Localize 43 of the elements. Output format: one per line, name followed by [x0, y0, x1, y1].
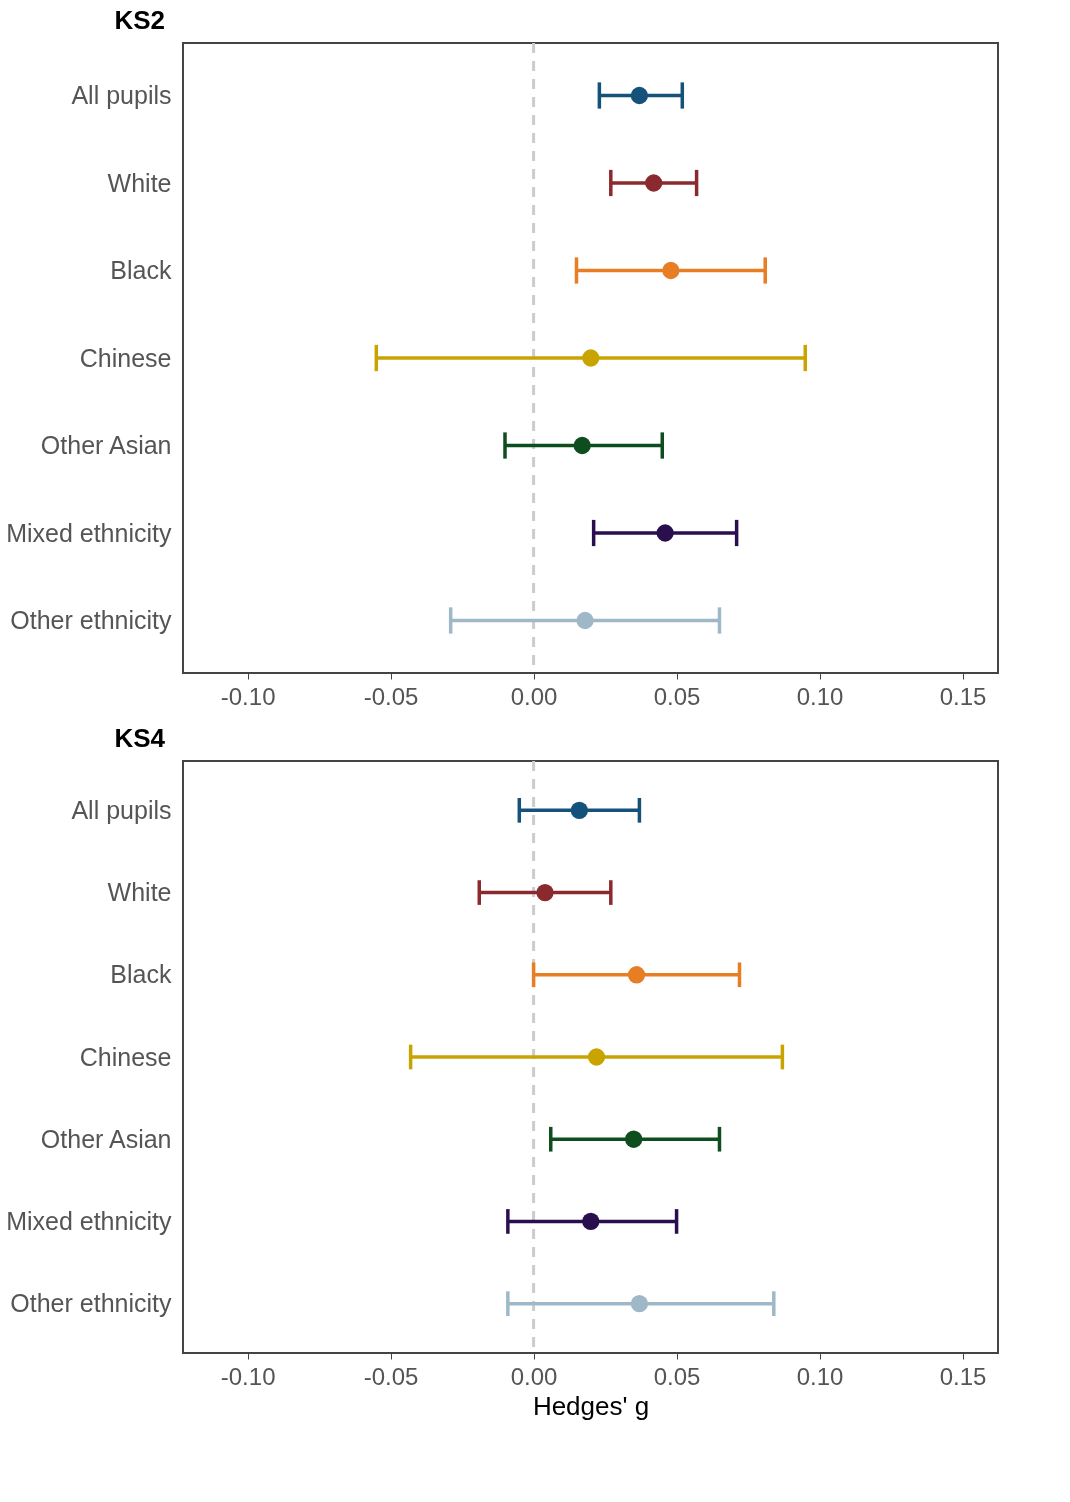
x-tick-label: -0.10	[220, 682, 276, 710]
point	[630, 1295, 649, 1313]
point	[630, 86, 649, 105]
x-tick-label: 0.10	[796, 682, 844, 710]
y-tick-label: Black	[110, 256, 172, 284]
y-tick-label: Other ethnicity	[10, 1289, 172, 1318]
y-tick-label: White	[107, 168, 172, 197]
point	[573, 436, 591, 455]
x-tick-label: 0.00	[510, 1362, 558, 1390]
x-tick-label: -0.05	[363, 682, 419, 710]
point	[536, 883, 554, 902]
point	[582, 1212, 600, 1231]
y-tick-label: All pupils	[71, 795, 172, 824]
y-tick-label: Chinese	[79, 1042, 172, 1071]
x-tick-label: 0.15	[939, 1362, 987, 1390]
y-tick-label: Chinese	[79, 343, 172, 372]
x-tick-label: -0.10	[220, 1362, 276, 1390]
point	[627, 966, 646, 984]
y-tick-label: All pupils	[71, 81, 172, 109]
x-tick-label: 0.10	[796, 1362, 844, 1390]
x-tick-label: 0.05	[653, 682, 701, 710]
point	[656, 524, 674, 542]
y-tick-label: Mixed ethnicity	[6, 1206, 172, 1235]
x-tick-label: 0.00	[510, 682, 558, 710]
chart-title: KS2	[114, 4, 165, 35]
y-tick-label: Black	[110, 960, 172, 989]
point	[582, 349, 600, 367]
point	[587, 1048, 606, 1066]
point	[662, 261, 680, 280]
y-tick-label: Other ethnicity	[10, 606, 172, 634]
point	[570, 801, 589, 819]
x-axis-title: Hedges' g	[532, 1390, 650, 1421]
point	[625, 1130, 643, 1148]
y-tick-label: Mixed ethnicity	[6, 518, 172, 547]
chart-title: KS4	[114, 722, 166, 753]
x-tick-label: 0.15	[939, 682, 987, 710]
y-tick-label: White	[107, 878, 172, 907]
y-tick-label: Other Asian	[40, 431, 172, 459]
x-tick-label: 0.05	[653, 1362, 701, 1390]
point	[645, 174, 663, 192]
point	[576, 611, 594, 630]
x-tick-label: -0.05	[363, 1362, 419, 1390]
y-tick-label: Other Asian	[40, 1124, 172, 1153]
